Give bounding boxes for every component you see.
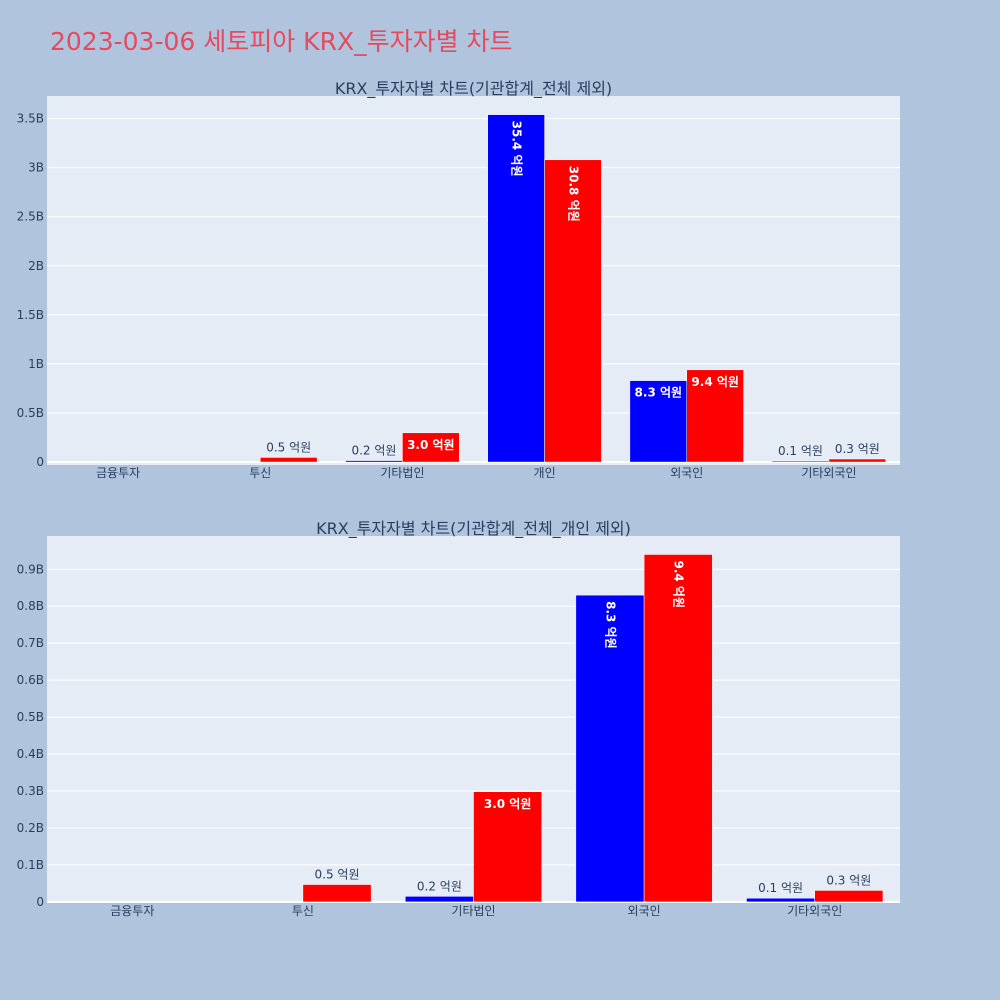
data-label: 0.1 억원: [758, 881, 803, 895]
x-tick-label: 외국인: [628, 904, 661, 918]
x-tick-label: 기타외국인: [801, 466, 856, 480]
bar: [487, 114, 545, 463]
x-tick-label: 금융투자: [96, 466, 140, 480]
y-tick-label: 0.5B: [17, 406, 44, 420]
y-tick-label: 0: [36, 895, 44, 909]
page-title: 2023-03-06 세토피아 KRX_투자자별 차트: [50, 27, 513, 56]
y-tick-label: 3.5B: [17, 112, 44, 126]
bar: [544, 159, 602, 463]
y-tick-label: 1B: [28, 357, 44, 371]
data-label: 0.3 억원: [835, 442, 880, 456]
data-label: 30.8 억원: [567, 166, 581, 222]
data-label: 8.3 억원: [635, 386, 683, 400]
y-tick-label: 0.4B: [17, 747, 44, 761]
data-label: 8.3 억원: [603, 601, 617, 649]
y-tick-label: 0.8B: [17, 599, 44, 613]
data-label: 35.4 억원: [510, 121, 524, 177]
x-tick-label: 투신: [249, 466, 271, 480]
bar: [629, 380, 688, 463]
data-label: 0.2 억원: [351, 444, 396, 458]
bar: [260, 457, 318, 463]
bar: [575, 594, 645, 903]
y-tick-label: 0.9B: [17, 562, 44, 576]
bar: [746, 897, 815, 903]
bar: [828, 458, 887, 463]
y-tick-label: 0.7B: [17, 636, 44, 650]
x-tick-label: 외국인: [670, 466, 703, 480]
chart-2: 0 0.1B 0.2B 0.3B 0.4B 0.5B 0.6B 0.7B 0.8B 0.9B KRX…: [17, 519, 900, 918]
data-label: 0.3 억원: [826, 873, 871, 887]
bar: [402, 432, 460, 463]
x-tick-label: 기타외국인: [787, 904, 842, 918]
plot-area: [47, 96, 900, 465]
x-tick-label: 투신: [292, 904, 314, 918]
bar: [405, 896, 474, 903]
bar: [686, 369, 744, 463]
data-label: 9.4 억원: [672, 560, 686, 608]
data-label: 3.0 억원: [407, 438, 455, 452]
chart-title: KRX_투자자별 차트(기관합계_전체 제외): [335, 79, 612, 99]
x-tick-label: 금융투자: [110, 904, 154, 918]
bar: [643, 554, 713, 903]
data-label: 0.1 억원: [778, 444, 823, 458]
data-label: 9.4 억원: [691, 375, 739, 389]
y-tick-label: 2B: [28, 259, 44, 273]
data-label: 0.2 억원: [417, 879, 462, 893]
y-tick-label: 0.1B: [17, 858, 44, 872]
bar: [771, 460, 830, 463]
x-tick-label: 개인: [534, 466, 556, 480]
chart-title: KRX_투자자별 차트(기관합계_전체_개인 제외): [316, 519, 631, 539]
y-tick-label: 3B: [28, 161, 44, 175]
bar: [814, 890, 884, 903]
data-label: 0.5 억원: [266, 440, 311, 454]
y-tick-label: 0.2B: [17, 821, 44, 835]
x-tick-label: 기타법인: [451, 904, 495, 918]
x-tick-label: 기타법인: [380, 466, 424, 480]
data-label: 3.0 억원: [484, 797, 532, 811]
y-tick-label: 0.3B: [17, 784, 44, 798]
y-tick-label: 0.6B: [17, 673, 44, 687]
data-label: 0.5 억원: [315, 868, 360, 882]
y-tick-label: 1.5B: [17, 308, 44, 322]
bar: [345, 460, 403, 463]
bar: [473, 791, 542, 903]
chart-1: 0 0.5B 1B 1.5B 2B 2.5B 3B 3.5B KRX_투자자별 차트(기관합계_…: [17, 79, 900, 480]
y-tick-label: 2.5B: [17, 210, 44, 224]
y-tick-label: 0: [36, 455, 44, 469]
y-tick-label: 0.5B: [17, 710, 44, 724]
bar: [302, 884, 372, 903]
